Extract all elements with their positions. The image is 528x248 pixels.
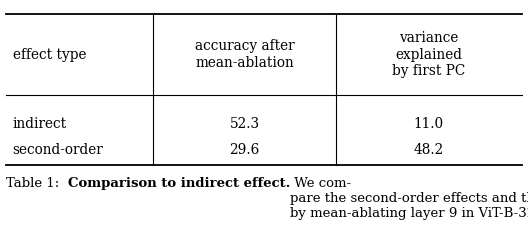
Text: variance
explained
by first PC: variance explained by first PC [392,31,466,78]
Text: second-order: second-order [13,143,103,157]
Text: accuracy after
mean-ablation: accuracy after mean-ablation [195,39,295,70]
Text: indirect: indirect [13,117,67,131]
Text: Comparison to indirect effect.: Comparison to indirect effect. [68,177,290,190]
Text: 11.0: 11.0 [414,117,444,131]
Text: effect type: effect type [13,48,86,62]
Text: We com-
pare the second-order effects and the indirect effects
by mean-ablating : We com- pare the second-order effects an… [290,177,528,220]
Text: 48.2: 48.2 [414,143,444,157]
Text: Table 1:: Table 1: [6,177,68,190]
Text: 29.6: 29.6 [230,143,260,157]
Text: 52.3: 52.3 [230,117,260,131]
